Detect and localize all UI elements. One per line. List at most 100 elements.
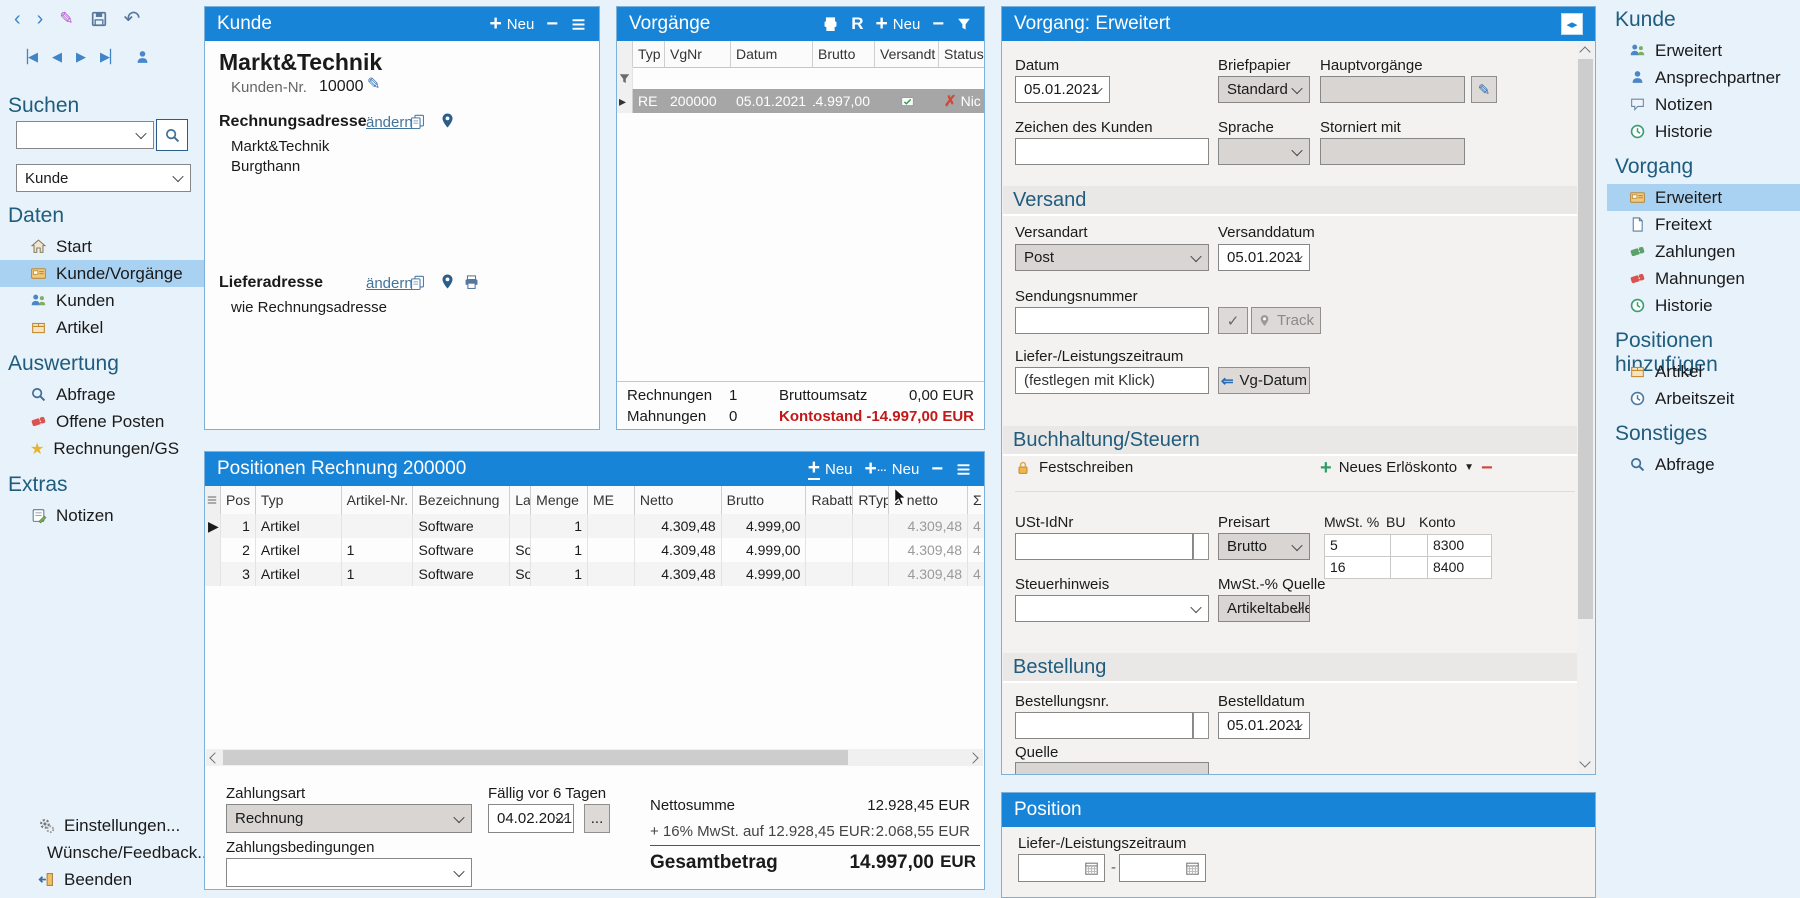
column-header[interactable]: Σ netto bbox=[889, 486, 969, 514]
kunde-neu-button[interactable]: + Neu bbox=[489, 12, 535, 35]
zeitraum-from-input[interactable] bbox=[1018, 854, 1105, 882]
steuer-row[interactable]: 5 8300 bbox=[1324, 534, 1492, 557]
scrollbar-thumb[interactable] bbox=[223, 750, 848, 765]
horizontal-scrollbar[interactable] bbox=[206, 749, 983, 766]
calendar-icon[interactable] bbox=[1083, 860, 1100, 877]
menu-icon[interactable] bbox=[955, 461, 972, 478]
vg-datum-button[interactable]: ⇐ Vg-Datum bbox=[1218, 367, 1310, 394]
column-header[interactable]: Artikel-Nr. bbox=[342, 486, 414, 514]
minus-icon[interactable]: − bbox=[1481, 456, 1493, 479]
storniert-field[interactable] bbox=[1320, 138, 1465, 165]
festschreiben-button[interactable]: Festschreiben bbox=[1015, 459, 1133, 476]
sent-note-icon[interactable] bbox=[899, 94, 916, 109]
neues-erloeskonto-button[interactable]: + Neues Erlöskonto ▼ − bbox=[1320, 456, 1493, 479]
sidebar-item-sonstiges-abfrage[interactable]: Abfrage bbox=[1607, 451, 1800, 478]
filter-icon[interactable] bbox=[956, 16, 972, 32]
sidebar-item-kunde-vorgaenge[interactable]: Kunde/Vorgänge bbox=[0, 260, 204, 287]
sidebar-item-ansprechpartner[interactable]: Ansprechpartner bbox=[1607, 64, 1800, 91]
forward-button[interactable]: › bbox=[36, 8, 44, 30]
versandart-select[interactable]: Post bbox=[1015, 244, 1209, 271]
hauptvorgaenge-edit-button[interactable]: ✎ bbox=[1471, 76, 1497, 103]
faellig-date-select[interactable]: 04.02.2021 bbox=[488, 804, 574, 833]
column-header[interactable]: Pos bbox=[221, 486, 256, 514]
sidebar-item-rechnungen-gs[interactable]: ★ Rechnungen/GS bbox=[30, 438, 180, 458]
column-header[interactable]: Σ bbox=[973, 492, 982, 508]
position-row[interactable]: 3 Artikel 1 Software So 1 4.309,48 4.999… bbox=[205, 562, 984, 586]
ustidnr-input[interactable] bbox=[1015, 533, 1193, 560]
scroll-down-arrow[interactable] bbox=[1579, 756, 1591, 768]
column-header[interactable]: Versandt bbox=[875, 41, 939, 67]
edit-pencil-icon[interactable]: ✎ bbox=[367, 76, 381, 93]
sidebar-item-beenden[interactable]: Beenden bbox=[0, 866, 204, 893]
search-button[interactable] bbox=[156, 119, 188, 151]
map-pin-icon[interactable] bbox=[439, 112, 456, 129]
sidebar-item-vorgang-historie[interactable]: Historie bbox=[1607, 292, 1800, 319]
printer-icon[interactable] bbox=[822, 16, 839, 33]
sendungsnummer-input[interactable] bbox=[1015, 307, 1209, 334]
column-header[interactable]: Typ bbox=[633, 41, 665, 67]
zeichen-input[interactable] bbox=[1015, 138, 1209, 165]
position-neu-mehrfach-button[interactable]: +… Neu bbox=[864, 457, 920, 480]
column-header[interactable]: Status bbox=[944, 46, 984, 62]
zeitraum-to-input[interactable] bbox=[1119, 854, 1206, 882]
last-record-button[interactable]: ▶▏ bbox=[100, 49, 120, 64]
column-header[interactable]: VgNr bbox=[665, 41, 731, 67]
sidebar-item-zahlungen[interactable]: Zahlungen bbox=[1607, 238, 1800, 265]
copy-icon[interactable] bbox=[409, 274, 426, 291]
sidebar-item-offene-posten[interactable]: Offene Posten bbox=[0, 408, 204, 435]
sprache-select[interactable] bbox=[1218, 138, 1310, 165]
bestellungsnr-input[interactable] bbox=[1015, 712, 1193, 739]
column-header[interactable]: RTyp bbox=[853, 486, 890, 514]
report-button[interactable]: R bbox=[851, 14, 864, 33]
calendar-icon[interactable] bbox=[1184, 860, 1201, 877]
sidebar-item-vorgang-erweitert[interactable]: Erweitert bbox=[1607, 184, 1800, 211]
sidebar-item-kunden[interactable]: Kunden bbox=[0, 287, 204, 314]
datum-select[interactable]: 05.01.2021 bbox=[1015, 76, 1110, 103]
sidebar-item-abfrage[interactable]: Abfrage bbox=[0, 381, 204, 408]
scroll-up-arrow[interactable] bbox=[1579, 46, 1591, 58]
sidebar-item-freitext[interactable]: Freitext bbox=[1607, 211, 1800, 238]
sendungsnummer-apply-button[interactable]: ✓ bbox=[1218, 307, 1248, 334]
versanddatum-select[interactable]: 05.01.2021 bbox=[1218, 244, 1310, 271]
sidebar-item-kunde-notizen[interactable]: Notizen bbox=[1607, 91, 1800, 118]
position-row[interactable]: 2 Artikel 1 Software So 1 4.309,48 4.999… bbox=[205, 538, 984, 562]
steuer-row[interactable]: 16 8400 bbox=[1324, 557, 1492, 579]
menu-icon[interactable] bbox=[570, 16, 587, 33]
prev-record-button[interactable]: ◀ bbox=[52, 49, 62, 64]
briefpapier-select[interactable]: Standard bbox=[1218, 76, 1310, 103]
billing-change-link[interactable]: ändern bbox=[366, 114, 413, 131]
bestelldatum-select[interactable]: 05.01.2021 bbox=[1218, 712, 1310, 739]
sidebar-item-notizen[interactable]: Notizen bbox=[0, 502, 204, 529]
printer-icon[interactable] bbox=[463, 274, 480, 291]
search-type-select[interactable]: Kunde bbox=[16, 164, 191, 192]
mwst-quelle-select[interactable]: Artikeltabelle bbox=[1218, 595, 1310, 622]
sidebar-item-einstellungen[interactable]: Einstellungen... bbox=[0, 812, 204, 839]
column-header[interactable]: Typ bbox=[256, 486, 342, 514]
vertical-scrollbar[interactable] bbox=[1577, 41, 1594, 774]
column-header[interactable]: Rabatt bbox=[806, 486, 854, 514]
shipping-change-link[interactable]: ändern bbox=[366, 275, 413, 292]
vorgaenge-filter-row[interactable] bbox=[617, 67, 984, 90]
customer-switch-icon[interactable] bbox=[134, 49, 151, 66]
edit-pencil-icon[interactable]: ✎ bbox=[59, 9, 74, 28]
column-header[interactable]: Netto bbox=[635, 486, 722, 514]
steuerhinweis-select[interactable] bbox=[1015, 595, 1209, 622]
collapse-button[interactable]: − bbox=[931, 458, 943, 480]
scrollbar-thumb[interactable] bbox=[1578, 59, 1593, 619]
position-neu-button[interactable]: + Neu bbox=[807, 456, 853, 480]
vorgang-neu-button[interactable]: + Neu bbox=[875, 12, 921, 35]
sidebar-item-start[interactable]: Start bbox=[0, 233, 204, 260]
scroll-right-arrow[interactable] bbox=[967, 752, 979, 764]
position-row[interactable]: ▶ 1 Artikel Software 1 4.309,48 4.999,00… bbox=[205, 514, 984, 538]
undo-icon[interactable]: ↶ bbox=[123, 8, 141, 30]
sidebar-item-kunde-erweitert[interactable]: Erweitert bbox=[1607, 37, 1800, 64]
collapse-button[interactable]: − bbox=[546, 13, 558, 35]
panel-toggle-icon[interactable]: ◂▸ bbox=[1561, 13, 1583, 35]
map-pin-icon[interactable] bbox=[439, 273, 456, 290]
zahlungsart-select[interactable]: Rechnung bbox=[226, 804, 472, 833]
column-header[interactable]: Datum bbox=[731, 41, 813, 67]
column-header[interactable]: La bbox=[510, 486, 532, 514]
column-header[interactable]: Bezeichnung bbox=[413, 486, 511, 514]
scroll-left-arrow[interactable] bbox=[209, 752, 221, 764]
column-header[interactable]: Menge bbox=[531, 486, 589, 514]
